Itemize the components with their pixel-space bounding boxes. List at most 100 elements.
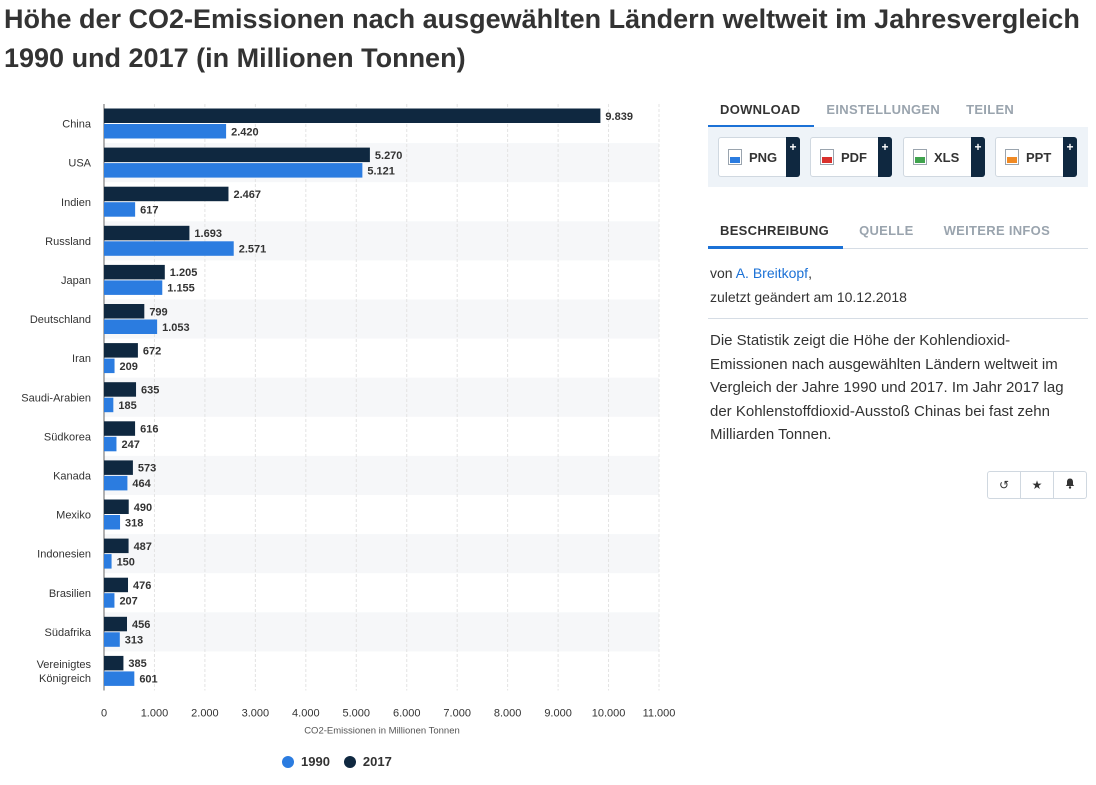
last-changed: zuletzt geändert am 10.12.2018	[710, 289, 907, 305]
bar-1990	[104, 124, 227, 139]
tab-einstellungen[interactable]: EINSTELLUNGEN	[826, 102, 941, 117]
category-label: Kanada	[53, 470, 92, 482]
tab-beschreibung[interactable]: BESCHREIBUNG	[708, 215, 844, 249]
bar-1990	[104, 319, 158, 334]
bar-1990	[104, 554, 112, 569]
row-band	[104, 377, 659, 417]
x-tick-label: 0	[101, 708, 107, 720]
bell-icon	[1065, 478, 1075, 492]
bar-chart: 9.839 2.420 China 5.270 5.121 USA 2.467 617 Indi…	[21, 104, 675, 736]
data-label-2017: 799	[149, 306, 167, 318]
favorite-button[interactable]: ★	[1020, 471, 1054, 499]
category-label: Brasilien	[49, 588, 91, 600]
author-link[interactable]: A. Breitkopf	[735, 265, 809, 281]
category-label: Vereinigtes Königreich	[37, 659, 92, 685]
divider	[708, 318, 1088, 319]
download-png-button[interactable]: PNG +	[718, 137, 800, 177]
x-tick-label: 10.000	[592, 708, 626, 720]
bar-2017	[104, 421, 136, 436]
bar-1990	[104, 397, 114, 413]
bar-2017	[104, 382, 137, 397]
xls-file-icon	[913, 149, 927, 165]
x-tick-label: 1.000	[141, 708, 169, 720]
tab-quelle[interactable]: QUELLE	[859, 223, 914, 238]
bar-1990	[104, 358, 115, 374]
bar-1990	[104, 202, 136, 217]
data-label-2017: 385	[128, 658, 146, 670]
x-tick-label: 3.000	[242, 708, 270, 720]
plus-icon: +	[971, 137, 985, 177]
bar-1990	[104, 671, 135, 686]
bar-2017	[104, 577, 129, 593]
history-icon: ↺	[998, 478, 1010, 492]
category-label: Indien	[61, 197, 91, 209]
star-icon: ★	[1031, 478, 1043, 492]
bar-1990	[104, 241, 234, 256]
page-title: Höhe der CO2-Emissionen nach ausgewählte…	[4, 4, 1080, 73]
data-label-2017: 476	[133, 580, 151, 592]
category-label: China	[62, 119, 92, 131]
download-panel: PNG + PDF + XLS + PPT +	[708, 127, 1088, 187]
data-label-2017: 5.270	[375, 150, 403, 162]
bar-2017	[104, 343, 138, 358]
row-band	[104, 455, 659, 495]
tab-weitere-infos[interactable]: WEITERE INFOS	[943, 223, 1051, 238]
data-label-1990: 1.053	[162, 322, 190, 334]
data-label-1990: 209	[120, 361, 138, 373]
bar-1990	[104, 515, 121, 530]
bar-2017	[104, 499, 129, 514]
category-label: Mexiko	[56, 510, 91, 522]
category-label: Deutschland	[30, 314, 91, 326]
download-pdf-label: PDF	[841, 149, 867, 165]
data-label-2017: 573	[138, 463, 156, 475]
notification-button[interactable]	[1053, 471, 1087, 499]
data-label-1990: 247	[121, 439, 139, 451]
data-label-1990: 150	[117, 556, 135, 568]
data-label-2017: 2.467	[233, 189, 261, 201]
plus-icon: +	[878, 137, 892, 177]
bar-2017	[104, 108, 601, 123]
bar-2017	[104, 225, 190, 241]
tab-teilen[interactable]: TEILEN	[966, 102, 1015, 117]
data-label-1990: 318	[125, 517, 143, 529]
data-label-2017: 672	[143, 345, 161, 357]
author-suffix: ,	[808, 265, 812, 281]
legend-marker-1990	[282, 755, 294, 768]
png-file-icon	[728, 149, 742, 165]
category-label: Südkorea	[44, 431, 92, 443]
download-ppt-button[interactable]: PPT +	[995, 137, 1077, 177]
bar-2017	[104, 264, 165, 280]
bar-1990	[104, 280, 163, 295]
row-band	[104, 534, 659, 574]
legend-item-1990[interactable]: 1990	[282, 754, 330, 769]
bar-2017	[104, 147, 370, 163]
legend-label-1990: 1990	[301, 754, 330, 769]
author-line: von A. Breitkopf,	[710, 265, 812, 281]
category-label: Iran	[72, 353, 91, 365]
history-button[interactable]: ↺	[987, 471, 1021, 499]
bar-2017	[104, 538, 129, 554]
ppt-file-icon	[1005, 149, 1019, 165]
download-png-label: PNG	[749, 149, 778, 165]
data-label-2017: 490	[134, 502, 152, 514]
tab-download[interactable]: DOWNLOAD	[708, 94, 815, 128]
category-label: Südafrika	[45, 627, 92, 639]
bar-2017	[104, 304, 145, 319]
data-label-2017: 487	[134, 541, 152, 553]
pdf-file-icon	[820, 149, 834, 165]
download-pdf-button[interactable]: PDF +	[810, 137, 892, 177]
data-label-1990: 2.571	[239, 244, 267, 256]
x-axis-title: CO2-Emissionen in Millionen Tonnen	[304, 726, 460, 736]
legend-item-2017[interactable]: 2017	[343, 754, 392, 769]
data-label-2017: 9.839	[605, 111, 633, 123]
row-band	[104, 612, 659, 652]
download-xls-button[interactable]: XLS +	[903, 137, 985, 177]
data-label-1990: 617	[140, 204, 158, 216]
category-label: Indonesien	[37, 549, 91, 561]
x-tick-label: 7.000	[443, 708, 471, 720]
data-label-2017: 616	[140, 424, 158, 436]
category-label: USA	[68, 158, 91, 170]
category-label: Russland	[45, 236, 91, 248]
bar-2017	[104, 186, 229, 202]
plus-icon: +	[786, 137, 800, 177]
